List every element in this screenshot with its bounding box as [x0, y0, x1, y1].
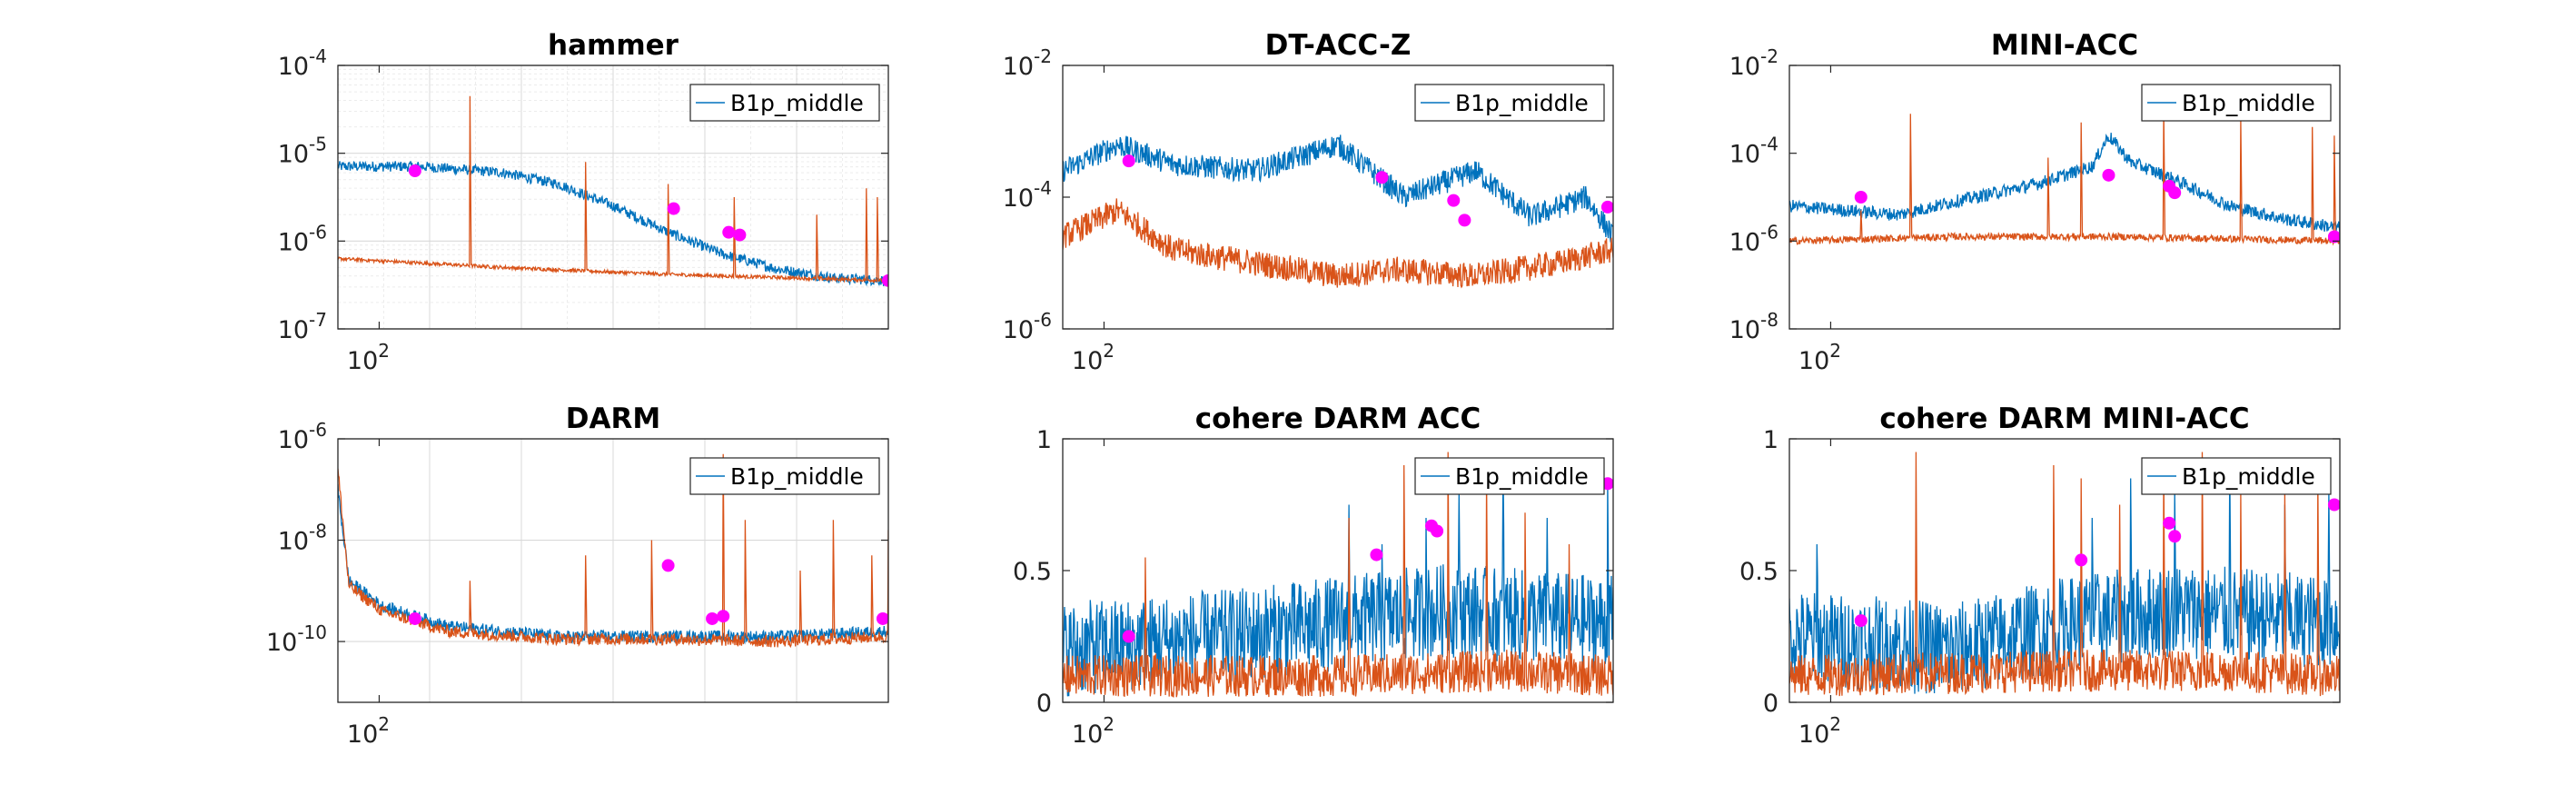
- legend-label: B1p_middle: [730, 90, 864, 116]
- axes-box: [337, 65, 889, 330]
- series-line-reference: [1789, 452, 2340, 697]
- series-line-b1p-middle: [338, 160, 888, 287]
- y-tick-label: 10-6: [278, 419, 327, 454]
- series-line-reference: [1789, 109, 2340, 246]
- data-marker: [1854, 614, 1868, 628]
- x-tick-label: 102: [1798, 713, 1841, 749]
- y-tick-label: 1: [1763, 426, 1778, 454]
- data-marker: [408, 611, 421, 625]
- subplot-mini-acc: 10-8 10-6 10-4 10-2 102 MINI-ACC B1p_middle: [1729, 29, 2341, 375]
- y-tick-label: 10-8: [1729, 309, 1778, 344]
- y-tick-label: 10-10: [266, 621, 327, 657]
- y-tick-label: 10-7: [278, 309, 327, 344]
- subplot-cohere-darm-acc: 0 0.5 1 102 cohere DARM ACC B1p_middle: [1013, 402, 1614, 749]
- series-line-reference: [1063, 198, 1613, 289]
- subplot-title: hammer: [548, 29, 679, 62]
- data-marker: [1122, 154, 1135, 168]
- series-line-reference: [338, 95, 888, 284]
- data-marker: [733, 228, 747, 242]
- legend-label: B1p_middle: [1455, 90, 1589, 116]
- subplot-title: DT-ACC-Z: [1265, 29, 1412, 62]
- data-marker: [1447, 194, 1461, 207]
- legend-label: B1p_middle: [730, 463, 864, 490]
- data-marker: [1600, 200, 1613, 214]
- x-tick-label: 102: [1798, 340, 1841, 375]
- subplot-dt-acc-z: 10-6 10-4 10-2 102 DT-ACC-Z B1p_middle: [1003, 29, 1614, 375]
- y-tick-label: 10-2: [1003, 45, 1052, 81]
- y-tick-label: 10-6: [1729, 221, 1778, 256]
- y-tick-label: 0.5: [1013, 558, 1052, 586]
- legend-label: B1p_middle: [2182, 463, 2315, 490]
- data-marker: [2075, 553, 2088, 567]
- data-marker: [1854, 191, 1868, 204]
- data-marker: [2163, 516, 2176, 530]
- data-marker: [876, 611, 888, 625]
- data-marker: [2327, 498, 2340, 512]
- data-marker: [1431, 524, 1444, 538]
- data-marker: [408, 164, 421, 177]
- x-tick-label: 102: [347, 340, 390, 375]
- y-tick-label: 0.5: [1739, 558, 1778, 586]
- y-tick-label: 10-4: [1003, 177, 1052, 213]
- subplot-hammer: 10-7 10-6 10-5 10-4 102 hammer B1p_middle: [278, 29, 889, 375]
- legend-label: B1p_middle: [1455, 463, 1589, 490]
- subplot-title: cohere DARM MINI-ACC: [1879, 402, 2249, 435]
- data-marker: [667, 202, 680, 215]
- series-line-b1p-middle: [1789, 133, 2340, 234]
- data-marker: [1370, 548, 1383, 561]
- y-tick-label: 0: [1763, 690, 1778, 718]
- y-tick-label: 10-5: [278, 134, 327, 169]
- data-marker: [882, 273, 888, 287]
- y-tick-label: 10-4: [1729, 134, 1778, 169]
- y-tick-label: 0: [1036, 690, 1052, 718]
- y-tick-label: 10-8: [278, 521, 327, 556]
- data-marker: [2168, 530, 2182, 543]
- series-line-b1p-middle: [1063, 464, 1613, 697]
- data-marker: [706, 611, 719, 625]
- y-tick-label: 10-6: [278, 221, 327, 256]
- series-line-reference: [1063, 452, 1613, 698]
- y-tick-label: 10-4: [278, 45, 327, 81]
- data-marker: [717, 610, 730, 623]
- x-tick-label: 102: [1072, 713, 1115, 749]
- data-marker: [1122, 630, 1135, 643]
- y-tick-label: 10-6: [1003, 309, 1052, 344]
- data-marker: [722, 225, 736, 239]
- data-marker: [1375, 171, 1389, 184]
- data-marker: [661, 559, 675, 572]
- axes-box: [1788, 65, 2341, 330]
- series-line-reference: [338, 453, 888, 649]
- subplot-title: cohere DARM ACC: [1195, 402, 1481, 435]
- legend-label: B1p_middle: [2182, 90, 2315, 116]
- y-tick-label: 1: [1036, 426, 1052, 454]
- data-marker: [2168, 186, 2182, 200]
- subplot-title: DARM: [566, 402, 660, 435]
- y-tick-label: 10-2: [1729, 45, 1778, 81]
- data-marker: [2327, 230, 2340, 243]
- subplot-cohere-darm-mini-acc: 0 0.5 1 102 cohere DARM MINI-ACC B1p_middle: [1739, 402, 2341, 749]
- subplot-title: MINI-ACC: [1991, 29, 2138, 62]
- subplot-darm: 10-10 10-8 10-6 102 DARM B1p_middle: [266, 402, 889, 749]
- axes-box: [337, 438, 889, 703]
- x-tick-label: 102: [347, 713, 390, 749]
- data-marker: [2102, 168, 2115, 182]
- series-line-b1p-middle: [1063, 134, 1613, 243]
- data-marker: [1458, 214, 1471, 227]
- x-tick-label: 102: [1072, 340, 1115, 375]
